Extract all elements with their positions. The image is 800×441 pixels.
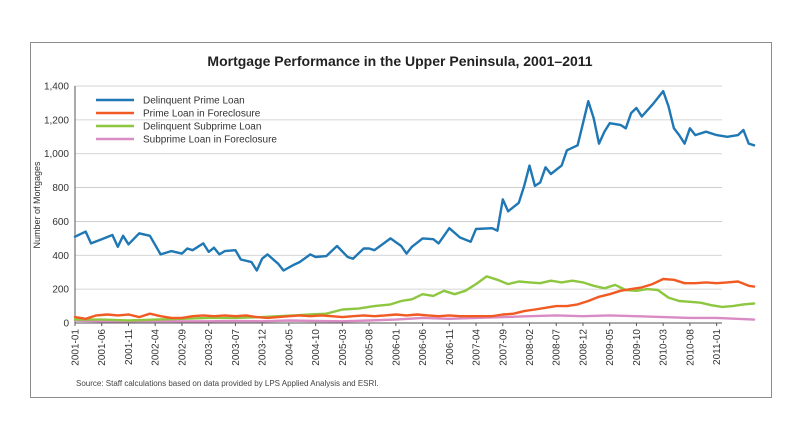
legend-label: Delinquent Subprime Loan bbox=[143, 122, 261, 133]
x-tick-label: 2005-03 bbox=[338, 329, 349, 366]
x-tick-label: 2001-11 bbox=[124, 329, 135, 365]
series-line-4 bbox=[73, 314, 756, 323]
x-tick-label: 2003-07 bbox=[231, 329, 242, 366]
legend: Delinquent Prime Loan Prime Loan in Forec… bbox=[96, 96, 277, 146]
y-tick-label: 600 bbox=[52, 217, 69, 228]
x-tick-label: 2010-08 bbox=[685, 329, 696, 366]
gridlines bbox=[75, 85, 722, 290]
x-tick-label: 2006-11 bbox=[445, 329, 456, 365]
chart-title: Mortgage Performance in the Upper Penins… bbox=[207, 53, 592, 69]
x-tick-labels: 2001-01 2001-06 2001-11 2002-04 2002-09 2003-… bbox=[71, 329, 724, 366]
series-lines bbox=[73, 89, 756, 323]
x-tick-label: 2002-09 bbox=[177, 329, 188, 366]
x-tick-label: 2002-04 bbox=[151, 329, 162, 366]
y-tick-label: 1,200 bbox=[44, 115, 69, 126]
x-tick-label: 2011-01 bbox=[712, 329, 723, 365]
series-line-1 bbox=[73, 89, 756, 272]
y-tick-label: 1,400 bbox=[44, 82, 69, 93]
x-tick-label: 2001-06 bbox=[97, 329, 108, 366]
x-tick-label: 2001-01 bbox=[71, 329, 82, 366]
legend-label: Delinquent Prime Loan bbox=[143, 96, 245, 107]
x-tick-label: 2009-05 bbox=[605, 329, 616, 366]
x-tick-label: 2007-04 bbox=[472, 329, 483, 366]
series-line-2 bbox=[73, 277, 756, 320]
x-tick-label: 2006-01 bbox=[391, 329, 402, 366]
x-tick-label: 2003-02 bbox=[204, 329, 215, 366]
x-tick-label: 2005-08 bbox=[365, 329, 376, 366]
y-tick-label: 0 bbox=[63, 319, 69, 330]
legend-label: Prime Loan in Foreclosure bbox=[143, 109, 261, 120]
x-tick-label: 2003-12 bbox=[258, 329, 269, 366]
y-tick-labels: 0 200 400 600 800 1,000 1,200 1,400 bbox=[44, 82, 69, 330]
y-tick-label: 1,000 bbox=[44, 149, 69, 160]
x-tick-label: 2008-12 bbox=[578, 329, 589, 366]
x-tick-label: 2004-05 bbox=[284, 329, 295, 366]
y-tick-label: 400 bbox=[52, 251, 69, 262]
x-tick-label: 2006-06 bbox=[418, 329, 429, 366]
axes bbox=[74, 86, 722, 326]
x-tick-label: 2010-03 bbox=[659, 329, 670, 366]
legend-label: Subprime Loan in Foreclosure bbox=[143, 135, 277, 146]
x-tick-label: 2008-02 bbox=[525, 329, 536, 366]
x-tick-label: 2009-10 bbox=[632, 329, 643, 366]
x-tick-label: 2007-09 bbox=[498, 329, 509, 366]
y-axis-label: Number of Mortgages bbox=[32, 161, 42, 249]
y-tick-label: 800 bbox=[52, 183, 69, 194]
x-tick-label: 2004-10 bbox=[311, 329, 322, 366]
y-tick-label: 200 bbox=[52, 285, 69, 296]
source-note: Source: Staff calculations based on data… bbox=[76, 379, 379, 388]
x-tick-label: 2008-07 bbox=[552, 329, 563, 366]
chart-frame bbox=[30, 42, 772, 398]
